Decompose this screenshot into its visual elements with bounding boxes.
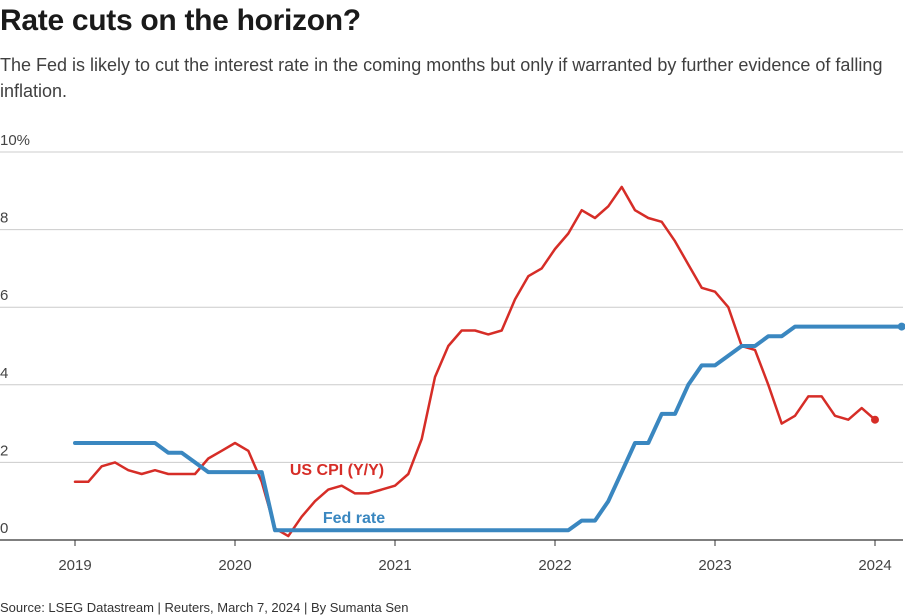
chart-title: Rate cuts on the horizon? [0,4,361,37]
x-tick-label: 2020 [218,557,251,574]
x-tick-label: 2022 [538,557,571,574]
source-note: Source: LSEG Datastream | Reuters, March… [0,600,409,615]
x-tick-label: 2019 [58,557,91,574]
x-tick-label: 2021 [378,557,411,574]
fed-rate-series-label: Fed rate [323,510,385,527]
chart-subtitle: The Fed is likely to cut the interest ra… [0,55,883,101]
x-tick-label: 2024 [858,557,891,574]
y-tick-label: 2 [0,442,8,459]
cpi-series-label: US CPI (Y/Y) [290,462,384,479]
fed-rate-series-line [73,324,904,533]
x-tick-label: 2023 [698,557,731,574]
us-cpi-y-y-end-point [871,415,879,424]
y-tick-label: 4 [0,365,8,382]
y-tick-label: 10% [0,132,30,149]
y-tick-label: 6 [0,287,8,304]
y-tick-label: 8 [0,210,8,227]
us-cpi-y-y-series-line [73,185,877,538]
fed-rate-end-point [897,322,905,331]
y-tick-label: 0 [0,520,8,537]
